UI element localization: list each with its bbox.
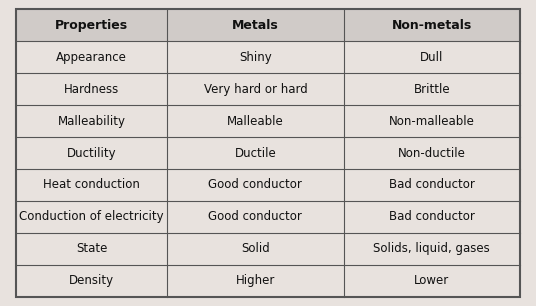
Text: Metals: Metals [232,19,279,32]
Bar [167,41,344,73]
Bar [344,265,520,297]
Bar [344,9,520,41]
Bar [344,233,520,265]
Text: Shiny: Shiny [239,50,272,64]
Text: Malleability: Malleability [58,114,125,128]
Bar [344,73,520,105]
Text: Brittle: Brittle [413,83,450,95]
Bar [16,233,167,265]
Text: Solids, liquid, gases: Solids, liquid, gases [374,242,490,256]
Bar [16,41,167,73]
Text: Ductile: Ductile [235,147,276,159]
Text: Non-malleable: Non-malleable [389,114,475,128]
Bar [167,265,344,297]
Text: Appearance: Appearance [56,50,127,64]
Text: Non-metals: Non-metals [392,19,472,32]
Bar [167,169,344,201]
Bar [167,137,344,169]
Bar [16,9,167,41]
Text: Density: Density [69,274,114,287]
Text: Bad conductor: Bad conductor [389,211,475,223]
Text: Lower: Lower [414,274,449,287]
Bar [16,265,167,297]
Bar [344,137,520,169]
Bar [16,105,167,137]
Text: Dull: Dull [420,50,443,64]
Text: Ductility: Ductility [67,147,116,159]
Bar [344,201,520,233]
Bar [16,73,167,105]
Bar [167,9,344,41]
Bar [167,201,344,233]
Bar [167,105,344,137]
Text: Good conductor: Good conductor [209,178,302,192]
Text: Bad conductor: Bad conductor [389,178,475,192]
Text: Properties: Properties [55,19,128,32]
Text: Solid: Solid [241,242,270,256]
Bar [344,105,520,137]
Text: Hardness: Hardness [64,83,120,95]
Text: Conduction of electricity: Conduction of electricity [19,211,164,223]
Text: Heat conduction: Heat conduction [43,178,140,192]
Bar [16,137,167,169]
Bar [16,201,167,233]
Text: Higher: Higher [236,274,275,287]
Text: Malleable: Malleable [227,114,284,128]
Text: Good conductor: Good conductor [209,211,302,223]
Bar [167,233,344,265]
Bar [344,169,520,201]
Bar [167,73,344,105]
Bar [16,169,167,201]
Text: State: State [76,242,107,256]
Bar [344,41,520,73]
Text: Very hard or hard: Very hard or hard [204,83,307,95]
Text: Non-ductile: Non-ductile [398,147,466,159]
